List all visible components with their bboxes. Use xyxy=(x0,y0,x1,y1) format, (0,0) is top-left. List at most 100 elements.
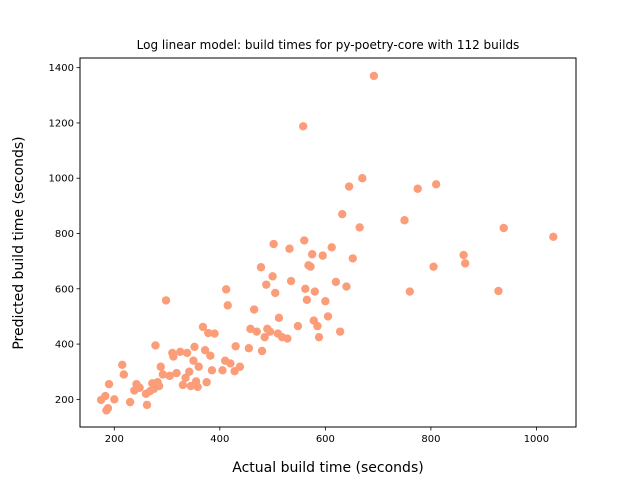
data-point xyxy=(206,351,215,360)
data-point xyxy=(223,301,232,310)
y-tick-label: 1200 xyxy=(49,118,74,129)
data-point xyxy=(301,284,310,293)
data-point xyxy=(172,368,181,378)
data-point xyxy=(310,287,320,296)
data-point xyxy=(271,288,280,298)
data-point xyxy=(265,327,275,336)
data-point xyxy=(165,371,174,381)
data-point xyxy=(218,366,227,375)
data-point xyxy=(355,223,364,232)
data-point xyxy=(158,370,168,379)
data-point xyxy=(210,329,219,338)
data-point xyxy=(257,346,267,356)
data-point xyxy=(300,236,309,245)
data-point xyxy=(110,395,119,404)
data-point xyxy=(185,367,194,376)
y-axis-ticks: 200 400 600 800 1000 1200 1400 xyxy=(49,63,80,406)
x-tick-label: 600 xyxy=(316,434,335,445)
data-point xyxy=(226,359,235,368)
data-point xyxy=(260,332,269,342)
data-point xyxy=(400,216,409,225)
data-point xyxy=(323,312,333,321)
data-point xyxy=(252,327,261,336)
data-point xyxy=(293,321,303,331)
data-point xyxy=(313,321,322,331)
data-point xyxy=(151,341,160,350)
data-point xyxy=(269,239,278,249)
data-point xyxy=(283,334,292,343)
data-point xyxy=(246,324,255,334)
data-point xyxy=(204,328,213,338)
data-point xyxy=(244,344,254,353)
data-point xyxy=(154,381,164,391)
data-point xyxy=(125,397,135,407)
data-point xyxy=(181,373,190,382)
data-point xyxy=(369,71,379,81)
data-point xyxy=(178,380,188,390)
data-point xyxy=(335,327,345,336)
data-point xyxy=(200,345,210,355)
data-point xyxy=(190,342,199,352)
data-point xyxy=(161,296,171,305)
data-point xyxy=(299,122,308,131)
data-point xyxy=(413,184,422,193)
data-point xyxy=(460,259,470,268)
data-point xyxy=(262,280,271,289)
data-point xyxy=(285,244,294,253)
data-point xyxy=(431,180,441,189)
data-point xyxy=(156,362,165,371)
y-tick-label: 400 xyxy=(55,340,74,351)
data-point xyxy=(331,277,341,287)
x-tick-label: 200 xyxy=(105,434,124,445)
data-point xyxy=(103,404,113,413)
y-tick-label: 1400 xyxy=(49,63,74,74)
data-point xyxy=(249,305,259,314)
data-point xyxy=(494,286,503,296)
data-point xyxy=(268,272,277,281)
data-point xyxy=(307,250,317,259)
plot-frame xyxy=(79,57,577,428)
data-point xyxy=(104,379,114,389)
data-point xyxy=(314,332,324,342)
x-tick-label: 400 xyxy=(210,434,229,445)
data-point xyxy=(327,243,336,252)
data-point xyxy=(338,209,347,219)
data-point xyxy=(342,282,351,291)
data-point xyxy=(499,223,508,233)
chart-title: Log linear model: build times for py-poe… xyxy=(137,38,520,52)
data-point xyxy=(306,262,315,271)
data-point xyxy=(256,263,266,272)
y-tick-label: 600 xyxy=(55,284,74,295)
data-point xyxy=(198,322,208,332)
data-point xyxy=(318,251,327,260)
y-tick-label: 1000 xyxy=(49,174,74,185)
data-point xyxy=(358,174,367,183)
data-point xyxy=(193,382,202,392)
x-axis-label: Actual build time (seconds) xyxy=(232,460,423,476)
data-point xyxy=(459,250,468,260)
data-point xyxy=(101,391,110,401)
data-point xyxy=(118,360,127,370)
data-point xyxy=(348,254,357,263)
x-tick-label: 1000 xyxy=(524,434,549,445)
data-point xyxy=(119,370,128,379)
data-point xyxy=(202,378,211,387)
data-point xyxy=(189,356,198,365)
x-tick-label: 800 xyxy=(421,434,440,445)
data-point xyxy=(405,287,414,296)
data-point xyxy=(344,182,354,191)
data-point xyxy=(194,362,203,371)
data-point xyxy=(549,232,558,242)
data-point xyxy=(221,285,231,294)
y-axis-label: Predicted build time (seconds) xyxy=(11,136,27,349)
data-point xyxy=(302,295,312,305)
y-tick-label: 800 xyxy=(55,229,74,240)
data-point xyxy=(286,276,296,286)
data-point xyxy=(142,400,152,410)
data-point xyxy=(182,348,192,358)
data-point xyxy=(231,342,240,351)
data-point xyxy=(176,347,185,357)
data-point xyxy=(169,352,178,361)
